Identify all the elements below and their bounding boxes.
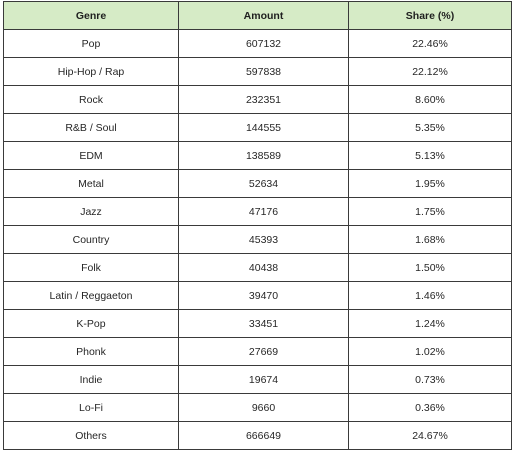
table-row: Folk 40438 1.50% <box>3 253 512 282</box>
cell-share: 8.60% <box>348 85 512 114</box>
cell-genre: Metal <box>3 169 179 198</box>
column-header-genre: Genre <box>3 1 179 30</box>
cell-amount: 144555 <box>178 113 349 142</box>
cell-genre: Folk <box>3 253 179 282</box>
table-row: Jazz 47176 1.75% <box>3 197 512 226</box>
table-row: Latin / Reggaeton 39470 1.46% <box>3 281 512 310</box>
cell-share: 1.46% <box>348 281 512 310</box>
cell-share: 1.95% <box>348 169 512 198</box>
cell-amount: 607132 <box>178 29 349 58</box>
cell-genre: Indie <box>3 365 179 394</box>
cell-amount: 40438 <box>178 253 349 282</box>
column-header-amount: Amount <box>178 1 349 30</box>
cell-share: 24.67% <box>348 421 512 450</box>
cell-amount: 232351 <box>178 85 349 114</box>
genre-table-container: Genre Amount Share (%) Pop 607132 22.46% Hi… <box>3 1 512 450</box>
cell-share: 1.68% <box>348 225 512 254</box>
cell-amount: 666649 <box>178 421 349 450</box>
cell-share: 1.50% <box>348 253 512 282</box>
table-row: Rock 232351 8.60% <box>3 85 512 114</box>
cell-amount: 52634 <box>178 169 349 198</box>
table-row: K-Pop 33451 1.24% <box>3 309 512 338</box>
table-row: R&B / Soul 144555 5.35% <box>3 113 512 142</box>
cell-genre: Country <box>3 225 179 254</box>
cell-share: 5.35% <box>348 113 512 142</box>
cell-amount: 27669 <box>178 337 349 366</box>
cell-amount: 597838 <box>178 57 349 86</box>
table-body: Pop 607132 22.46% Hip-Hop / Rap 597838 22.12%… <box>3 29 512 450</box>
table-row: Phonk 27669 1.02% <box>3 337 512 366</box>
cell-genre: Others <box>3 421 179 450</box>
cell-share: 22.12% <box>348 57 512 86</box>
cell-genre: EDM <box>3 141 179 170</box>
cell-genre: Hip-Hop / Rap <box>3 57 179 86</box>
table-row: Hip-Hop / Rap 597838 22.12% <box>3 57 512 86</box>
cell-genre: Rock <box>3 85 179 114</box>
cell-share: 22.46% <box>348 29 512 58</box>
table-header-row: Genre Amount Share (%) <box>3 1 512 30</box>
cell-share: 1.02% <box>348 337 512 366</box>
cell-amount: 39470 <box>178 281 349 310</box>
cell-share: 0.36% <box>348 393 512 422</box>
genre-share-table: Genre Amount Share (%) Pop 607132 22.46% Hi… <box>3 1 512 450</box>
cell-share: 1.75% <box>348 197 512 226</box>
cell-amount: 19674 <box>178 365 349 394</box>
table-row: Metal 52634 1.95% <box>3 169 512 198</box>
cell-amount: 33451 <box>178 309 349 338</box>
cell-genre: Pop <box>3 29 179 58</box>
cell-genre: Phonk <box>3 337 179 366</box>
table-row: Indie 19674 0.73% <box>3 365 512 394</box>
cell-genre: R&B / Soul <box>3 113 179 142</box>
table-row: Pop 607132 22.46% <box>3 29 512 58</box>
cell-genre: K-Pop <box>3 309 179 338</box>
cell-amount: 138589 <box>178 141 349 170</box>
cell-share: 0.73% <box>348 365 512 394</box>
cell-share: 1.24% <box>348 309 512 338</box>
cell-genre: Jazz <box>3 197 179 226</box>
table-row: Country 45393 1.68% <box>3 225 512 254</box>
cell-amount: 45393 <box>178 225 349 254</box>
cell-share: 5.13% <box>348 141 512 170</box>
cell-genre: Lo-Fi <box>3 393 179 422</box>
cell-genre: Latin / Reggaeton <box>3 281 179 310</box>
cell-amount: 47176 <box>178 197 349 226</box>
column-header-share: Share (%) <box>348 1 512 30</box>
cell-amount: 9660 <box>178 393 349 422</box>
table-row: Others 666649 24.67% <box>3 421 512 450</box>
table-row: EDM 138589 5.13% <box>3 141 512 170</box>
table-row: Lo-Fi 9660 0.36% <box>3 393 512 422</box>
